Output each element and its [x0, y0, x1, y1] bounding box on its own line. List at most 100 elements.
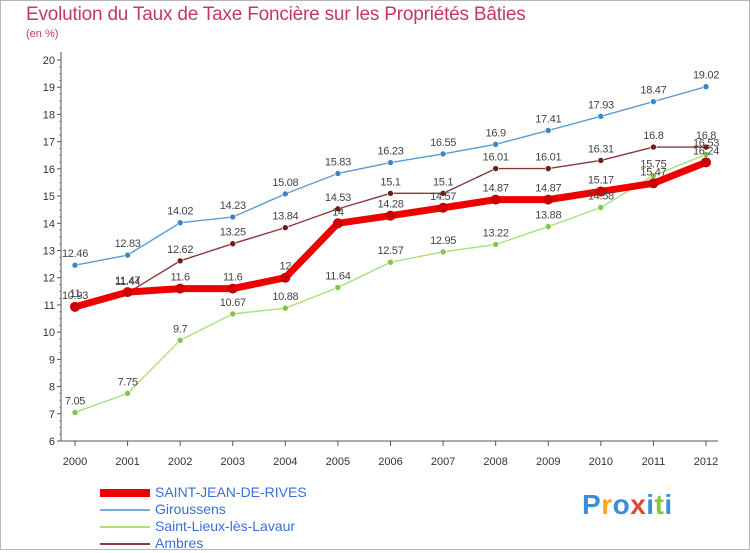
data-point: [650, 98, 657, 105]
data-point: [282, 224, 289, 231]
x-tick-label: 2000: [63, 456, 87, 468]
data-label: 14.53: [325, 192, 351, 204]
data-point: [124, 251, 131, 259]
data-label: 13.25: [220, 227, 246, 239]
y-axis-unit-label: (en %): [26, 28, 59, 40]
y-minor-tick: [59, 270, 61, 272]
y-minor-tick: [59, 147, 61, 150]
legend-swatch: [100, 489, 150, 497]
y-tick-label: 17: [43, 137, 55, 149]
data-label: 14.02: [167, 206, 193, 218]
data-point: [71, 261, 79, 269]
data-point: [334, 205, 342, 213]
x-tick-label: 2008: [483, 456, 507, 468]
data-label: 16.53: [693, 137, 719, 149]
x-tick-label: 2007: [431, 456, 455, 468]
proxiti-logo: Proxiti: [582, 489, 673, 521]
data-label: 15.1: [433, 176, 453, 188]
data-point: [227, 283, 238, 294]
data-point: [176, 337, 184, 344]
y-minor-tick: [59, 399, 61, 401]
data-point: [544, 165, 552, 172]
data-label: 11.6: [223, 272, 243, 284]
logo-letter: o: [612, 489, 631, 520]
x-tick-label: 2005: [326, 456, 350, 468]
data-point: [334, 284, 342, 291]
y-minor-tick: [59, 365, 61, 367]
data-label: 17.41: [535, 113, 561, 125]
y-tick-label: 16: [43, 164, 55, 176]
y-tick-label: 12: [43, 273, 55, 285]
data-point: [544, 223, 552, 230]
data-point: [650, 143, 657, 151]
y-minor-tick: [59, 66, 61, 68]
x-tick-label: 2002: [168, 456, 192, 468]
data-label: 12.83: [115, 238, 141, 250]
data-label: 15.1: [380, 176, 400, 188]
data-label: 12: [280, 261, 292, 273]
logo-letter: x: [630, 489, 647, 520]
y-minor-tick: [59, 161, 61, 163]
y-tick-label: 19: [43, 82, 55, 94]
data-label: 18.47: [640, 85, 666, 97]
x-tick-label: 2006: [378, 456, 402, 468]
series-markers: [70, 83, 711, 416]
y-tick-label: 18: [43, 109, 55, 121]
data-point: [439, 150, 447, 158]
x-tick-label: 2003: [221, 456, 245, 468]
y-tick-label: 10: [43, 327, 55, 339]
y-minor-tick: [59, 202, 61, 204]
data-point: [702, 143, 710, 151]
data-label: 10.88: [272, 291, 298, 303]
y-minor-tick: [59, 209, 61, 211]
data-label: 14.57: [430, 191, 456, 203]
data-label: 14.87: [483, 183, 509, 195]
y-minor-tick: [59, 175, 61, 177]
data-label: 16.01: [535, 152, 561, 164]
y-minor-tick: [59, 284, 61, 286]
y-minor-tick: [59, 79, 61, 82]
x-tick-label: 2010: [589, 456, 613, 468]
y-tick-label: 8: [49, 382, 55, 394]
data-label: 16.31: [588, 143, 614, 155]
data-label: 17.93: [588, 99, 614, 111]
data-label: 15.47: [640, 166, 666, 178]
x-tick-label: 2004: [273, 456, 297, 468]
data-point: [439, 190, 447, 197]
data-label: 10.93: [62, 290, 88, 302]
y-minor-tick: [59, 290, 61, 293]
data-label: 15.75: [640, 159, 666, 171]
legend-swatch: [100, 509, 150, 511]
y-minor-tick: [59, 73, 61, 75]
logo-letter: i: [664, 489, 673, 520]
data-point: [597, 157, 605, 164]
data-point: [385, 210, 396, 221]
y-minor-tick: [59, 188, 61, 190]
y-minor-tick: [59, 243, 61, 245]
y-tick-label: 6: [49, 436, 55, 448]
y-minor-tick: [59, 318, 61, 320]
y-minor-tick: [59, 229, 61, 231]
data-point: [387, 190, 394, 197]
data-point: [597, 204, 605, 211]
data-label: 14.23: [220, 200, 246, 212]
y-minor-tick: [59, 181, 61, 184]
legend-label: Ambres: [155, 535, 204, 551]
data-point: [229, 213, 237, 221]
y-minor-tick: [59, 406, 61, 408]
y-tick-label: 15: [43, 191, 55, 203]
y-minor-tick: [59, 215, 61, 218]
y-tick-label: 13: [43, 246, 55, 258]
y-minor-tick: [59, 93, 61, 95]
data-label: 11.64: [325, 271, 350, 283]
logo-letter: P: [582, 489, 602, 520]
data-label: 12.62: [167, 244, 193, 256]
y-minor-tick: [59, 297, 61, 299]
legend-label: Saint-Lieux-lès-Lavaur: [155, 518, 296, 534]
data-point: [175, 283, 186, 294]
data-label: 16.01: [483, 152, 509, 164]
data-label: 14: [332, 206, 344, 218]
data-point: [387, 258, 394, 266]
x-tick-label: 2012: [694, 456, 718, 468]
data-label: 14.28: [377, 199, 403, 211]
